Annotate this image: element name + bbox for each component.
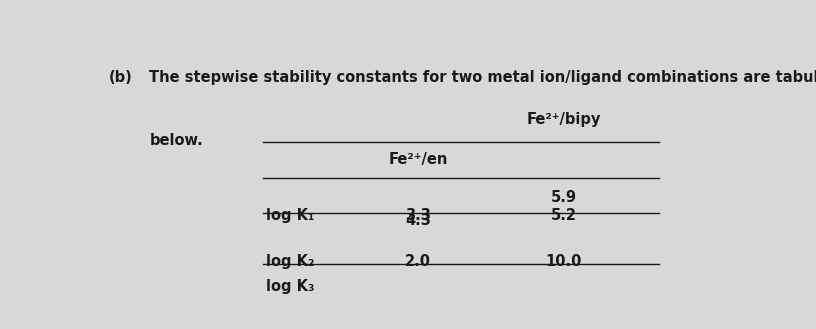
- Text: 5.9: 5.9: [551, 190, 577, 205]
- Text: Fe²⁺/en: Fe²⁺/en: [388, 152, 448, 167]
- Text: 5.2: 5.2: [551, 208, 577, 223]
- Text: 3.3: 3.3: [406, 208, 431, 223]
- Text: 4.3: 4.3: [406, 213, 431, 228]
- Text: (b): (b): [109, 70, 132, 85]
- Text: below.: below.: [149, 133, 203, 148]
- Text: log K₃: log K₃: [266, 279, 315, 294]
- Text: log K₁: log K₁: [266, 208, 315, 223]
- Text: Fe²⁺/bipy: Fe²⁺/bipy: [526, 112, 601, 127]
- Text: 10.0: 10.0: [545, 254, 582, 269]
- Text: 2.0: 2.0: [406, 254, 431, 269]
- Text: log K₂: log K₂: [266, 254, 315, 269]
- Text: The stepwise stability constants for two metal ion/ligand combinations are tabul: The stepwise stability constants for two…: [149, 70, 816, 85]
